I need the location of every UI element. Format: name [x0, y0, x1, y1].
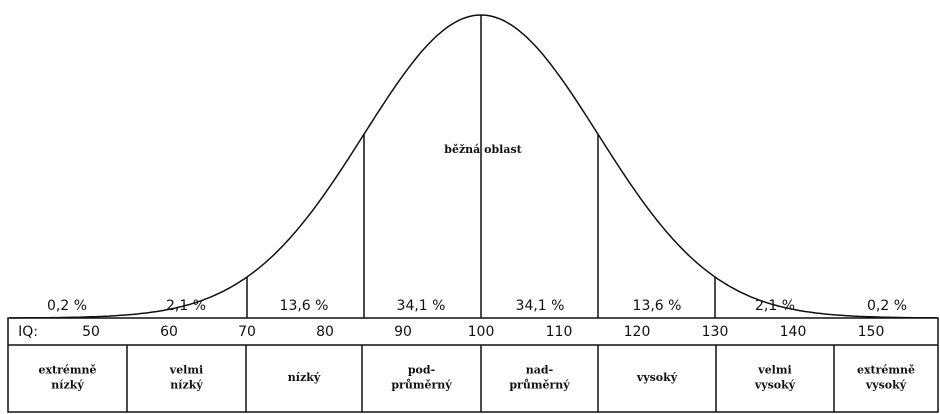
- category: vysoký: [865, 379, 907, 392]
- iq-value: 100: [468, 324, 495, 340]
- percentage: 2,1 %: [755, 298, 795, 314]
- iq-value: 80: [316, 324, 334, 340]
- category: velmi: [169, 364, 203, 377]
- category: extrémně: [857, 364, 915, 377]
- iq-value: 150: [858, 324, 885, 340]
- category: nízký: [51, 379, 84, 392]
- percentage: 13,6 %: [280, 298, 329, 314]
- percentage: 34,1 %: [516, 298, 565, 314]
- category: průměrný: [391, 379, 452, 392]
- category: extrémně: [38, 364, 96, 377]
- category: průměrný: [509, 379, 570, 392]
- bell-curve: [10, 14, 937, 319]
- percentage: 0,2 %: [867, 298, 907, 314]
- category: vysoký: [636, 371, 678, 384]
- iq-value: 130: [702, 324, 729, 340]
- table-frame: [7, 317, 939, 413]
- iq-value: 140: [780, 324, 807, 340]
- iq-value: 110: [546, 324, 573, 340]
- category: vysoký: [754, 379, 796, 392]
- iq-value: 90: [394, 324, 412, 340]
- iq-value: 50: [82, 324, 100, 340]
- region-label: běžná oblast: [444, 143, 522, 156]
- category: nízký: [170, 379, 203, 392]
- category: nad-: [526, 364, 553, 377]
- percentage: 34,1 %: [397, 298, 446, 314]
- percentage: 2,1 %: [166, 298, 206, 314]
- iq-value: 70: [238, 324, 256, 340]
- percentage: 0,2 %: [47, 298, 87, 314]
- category: nízký: [288, 371, 321, 384]
- category: velmi: [757, 364, 791, 377]
- iq-label: IQ:: [18, 324, 38, 340]
- iq-value: 120: [624, 324, 651, 340]
- category: pod-: [408, 364, 435, 377]
- iq-value: 60: [160, 324, 178, 340]
- percentage: 13,6 %: [633, 298, 682, 314]
